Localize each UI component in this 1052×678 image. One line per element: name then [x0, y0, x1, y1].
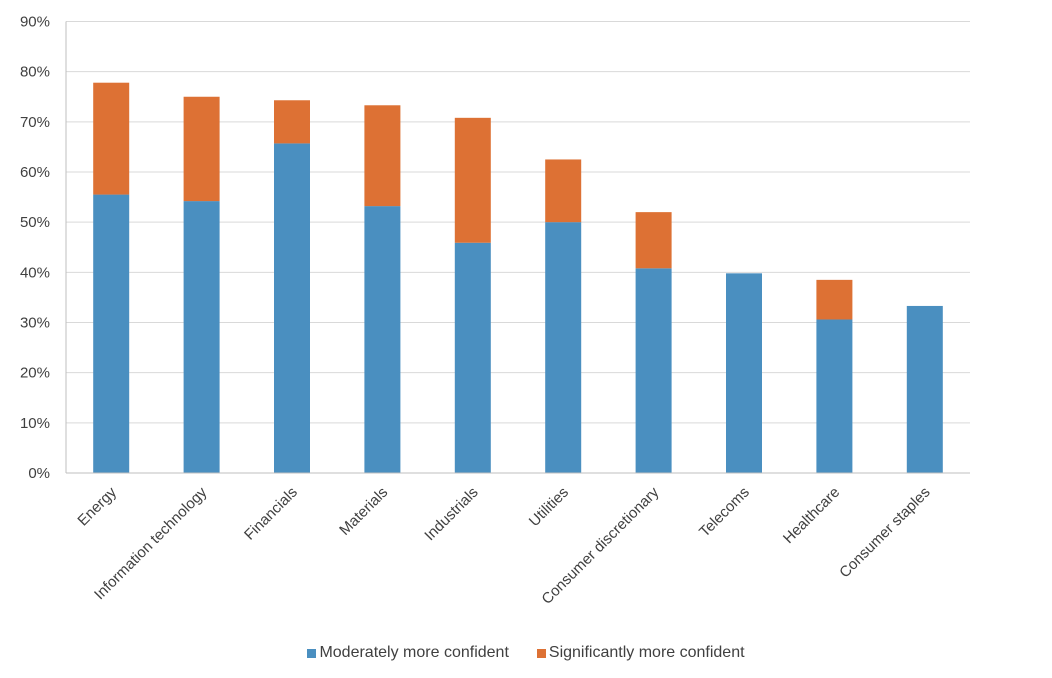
- bar-moderately-consumer-discretionary: [635, 268, 672, 473]
- y-tick-label: 90%: [20, 14, 50, 31]
- y-tick-label: 20%: [20, 365, 50, 382]
- legend-label-moderately: Moderately more confident: [319, 644, 509, 661]
- bar-significantly-energy: [93, 82, 130, 195]
- bar-moderately-materials: [364, 206, 401, 473]
- x-tick-label: Energy: [74, 483, 120, 529]
- bar-moderately-consumer-staples: [906, 305, 943, 473]
- legend-item-significantly: Significantly more confident: [536, 644, 745, 662]
- bar-significantly-consumer-discretionary: [635, 212, 672, 269]
- x-tick-label: Industrials: [421, 484, 481, 544]
- y-tick-label: 70%: [20, 114, 50, 131]
- bar-significantly-industrials: [454, 117, 491, 243]
- x-tick-label: Telecoms: [696, 484, 753, 541]
- y-tick-label: 10%: [20, 415, 50, 432]
- bar-significantly-information-technology: [183, 96, 220, 202]
- x-tick-label: Consumer staples: [836, 484, 934, 582]
- bar-moderately-healthcare: [816, 319, 853, 473]
- x-tick-label: Utilities: [526, 484, 572, 530]
- y-tick-label: 80%: [20, 64, 50, 81]
- legend: Moderately more confident Significantly …: [0, 642, 1052, 664]
- bar-moderately-industrials: [454, 242, 491, 473]
- bar-moderately-energy: [93, 194, 130, 473]
- x-tick-label: Healthcare: [780, 484, 843, 547]
- y-tick-label: 40%: [20, 264, 50, 281]
- y-axis-ticks: 0% 10% 20% 30% 40% 50% 60% 70% 80% 90%: [20, 14, 50, 483]
- y-tick-label: 60%: [20, 164, 50, 181]
- legend-label-significantly: Significantly more confident: [548, 644, 745, 661]
- y-tick-label: 30%: [20, 315, 50, 332]
- bar-significantly-utilities: [545, 159, 582, 223]
- bars: [93, 82, 943, 473]
- bar-moderately-telecoms: [726, 273, 762, 473]
- x-tick-label: Materials: [336, 484, 391, 539]
- y-tick-label: 0%: [28, 465, 50, 482]
- legend-item-moderately: Moderately more confident: [307, 644, 509, 662]
- bar-moderately-financials: [274, 143, 310, 473]
- y-tick-label: 50%: [20, 214, 50, 231]
- x-axis: [65, 21, 970, 474]
- bar-moderately-information-technology: [183, 201, 220, 473]
- legend-swatch-significantly: [536, 648, 546, 658]
- stacked-bar-chart: 0% 10% 20% 30% 40% 50% 60% 70% 80% 90% EnergyInfo…: [20, 14, 970, 608]
- x-tick-label: Financials: [241, 484, 301, 544]
- bar-significantly-healthcare: [816, 279, 853, 320]
- bar-significantly-materials: [364, 105, 401, 207]
- legend-swatch-moderately: [307, 648, 317, 658]
- bar-moderately-utilities: [545, 222, 582, 473]
- bar-significantly-financials: [274, 100, 310, 144]
